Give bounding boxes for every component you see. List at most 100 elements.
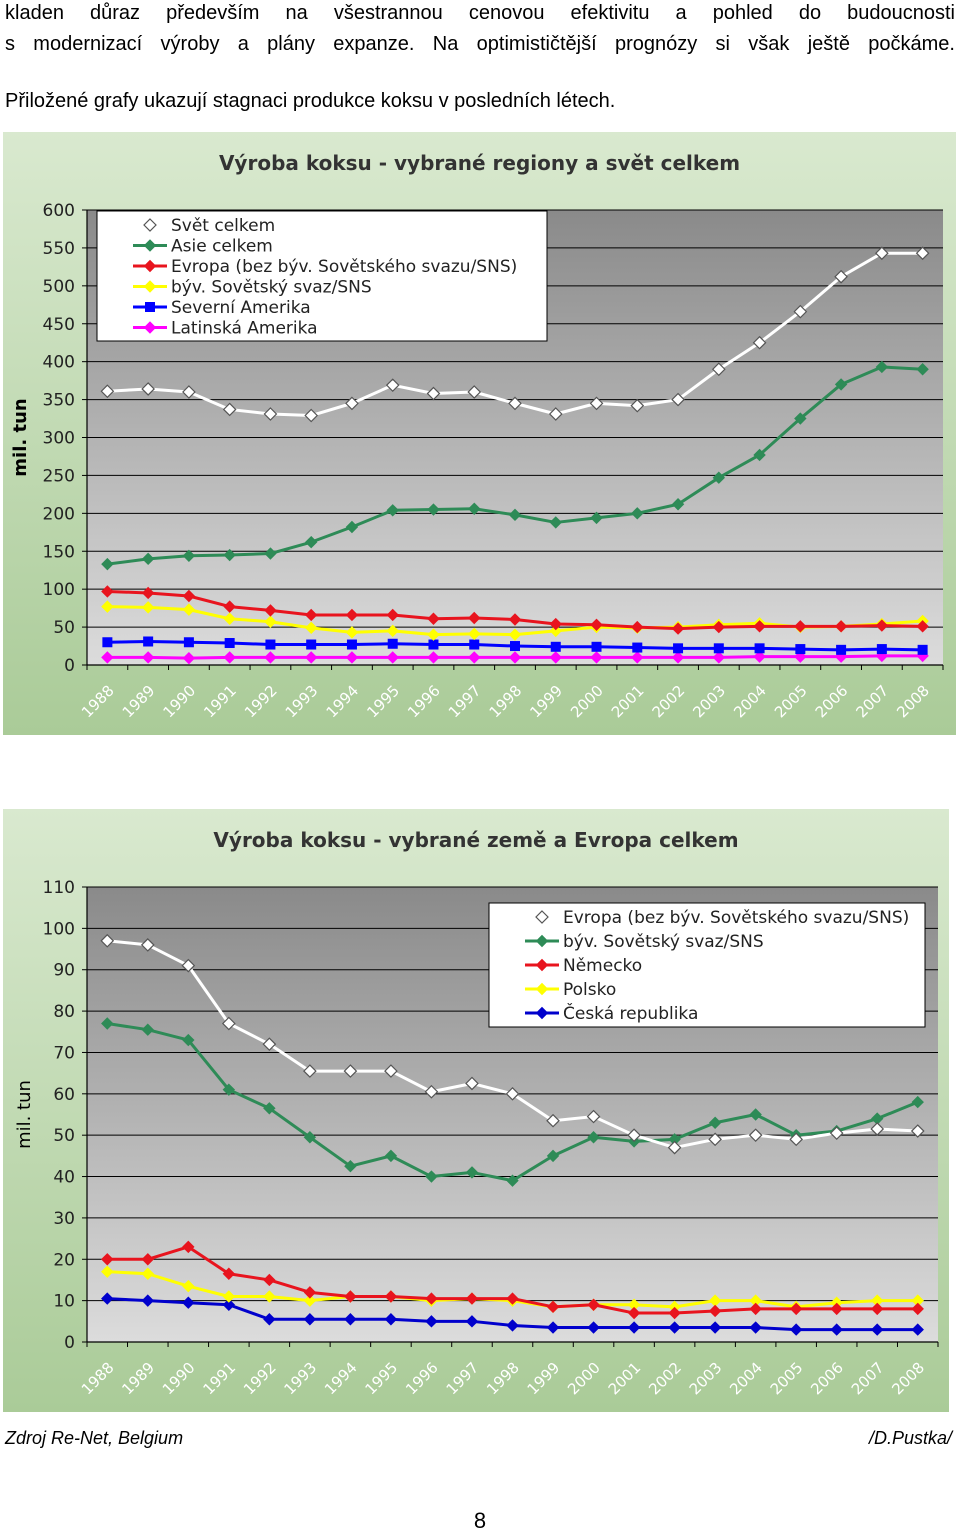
data-point (712, 620, 726, 634)
data-point (911, 1302, 924, 1316)
data-point (673, 643, 684, 654)
data-point (303, 1294, 317, 1307)
data-point (671, 392, 685, 407)
legend-marker (143, 321, 157, 334)
y-tick-label: 50 (53, 1126, 75, 1146)
data-point (182, 603, 196, 616)
series (100, 933, 925, 1155)
y-tick-label: 450 (43, 315, 75, 335)
data-point (468, 502, 481, 515)
y-tick-label: 0 (64, 656, 75, 676)
data-point (829, 1126, 844, 1140)
data-point (749, 1321, 762, 1334)
data-point (101, 1253, 114, 1266)
data-point (303, 1131, 317, 1144)
y-tick-label: 550 (43, 239, 75, 259)
data-point (508, 651, 522, 664)
data-point (587, 1321, 600, 1334)
data-point (101, 557, 114, 571)
data-point (101, 1265, 114, 1278)
data-point (384, 1290, 398, 1303)
y-tick-label: 50 (53, 618, 75, 638)
data-point (754, 643, 765, 654)
data-point (589, 396, 604, 411)
chart-title: Výroba koksu - vybrané regiony a svět ce… (219, 151, 740, 175)
data-point (304, 408, 319, 423)
legend-label: Severní Amerika (171, 298, 311, 318)
data-point (630, 398, 645, 413)
legend-label: Německo (563, 956, 642, 976)
data-point (222, 402, 237, 417)
data-point (303, 1064, 317, 1078)
data-point (181, 958, 196, 973)
legend-marker (143, 259, 157, 273)
data-point (871, 1302, 884, 1316)
data-point (100, 933, 115, 948)
data-point (424, 1084, 439, 1099)
data-point (384, 1064, 398, 1078)
chart-regions: Výroba koksu - vybrané regiony a svět ce… (3, 132, 956, 735)
data-point (795, 644, 806, 655)
data-point (753, 448, 766, 462)
data-point (753, 650, 766, 663)
y-tick-label: 10 (53, 1292, 75, 1312)
data-point (345, 396, 359, 411)
data-point (345, 520, 359, 534)
legend-marker (143, 280, 157, 293)
data-point (344, 1313, 357, 1326)
data-point (344, 1159, 357, 1173)
data-point (386, 651, 399, 664)
y-axis-title: mil. tun (10, 398, 31, 476)
paragraph-line-2: s modernizací výroby a plány expanze. Na… (5, 33, 955, 55)
data-point (346, 639, 357, 650)
legend-marker (143, 218, 157, 232)
legend-label: Asie celkem (171, 237, 273, 257)
legend: Evropa (bez býv. Sovětského svazu/SNS) bý… (488, 902, 926, 1028)
data-point (789, 1323, 803, 1336)
legend-marker (535, 934, 549, 948)
data-point (101, 651, 114, 664)
data-point (141, 382, 155, 396)
data-point (468, 611, 481, 625)
data-point (222, 1267, 236, 1280)
data-point (427, 503, 440, 516)
data-point (548, 407, 563, 421)
data-point (587, 1131, 600, 1144)
data-point (834, 378, 848, 391)
legend-label: Latinská Amerika (171, 319, 318, 339)
y-tick-label: 500 (43, 277, 75, 297)
legend-label: Evropa (bez býv. Sovětského svazu/SNS) (563, 908, 909, 928)
chart-countries-svg: Výroba koksu - vybrané země a Evropa cel… (3, 809, 949, 1412)
series (102, 636, 928, 655)
data-point (386, 608, 399, 622)
data-point (508, 508, 522, 522)
data-point (875, 246, 889, 261)
data-point (223, 548, 236, 562)
series (101, 649, 929, 665)
series (101, 585, 929, 635)
data-point (510, 641, 520, 652)
series (101, 1240, 924, 1320)
data-point (506, 1292, 519, 1305)
paragraph-line-1: kladen důraz především na všestrannou ce… (5, 2, 955, 24)
legend-marker (535, 982, 549, 996)
y-tick-label: 250 (43, 466, 75, 486)
data-point (870, 1122, 885, 1136)
data-point (304, 651, 318, 664)
series-group (100, 246, 930, 665)
data-point (546, 1149, 560, 1163)
chart-countries: Výroba koksu - vybrané země a Evropa cel… (3, 809, 949, 1412)
data-point (182, 651, 196, 665)
data-point (343, 1064, 358, 1078)
data-point (264, 651, 277, 664)
data-point (304, 608, 318, 622)
legend-label: Evropa (bez býv. Sovětského svazu/SNS) (171, 257, 517, 277)
data-point (713, 643, 724, 654)
data-point (427, 628, 440, 641)
data-point (794, 620, 807, 633)
data-point (708, 1304, 722, 1318)
data-point (712, 651, 726, 664)
y-tick-label: 100 (43, 580, 75, 600)
data-point (265, 639, 276, 650)
data-point (263, 1273, 276, 1287)
